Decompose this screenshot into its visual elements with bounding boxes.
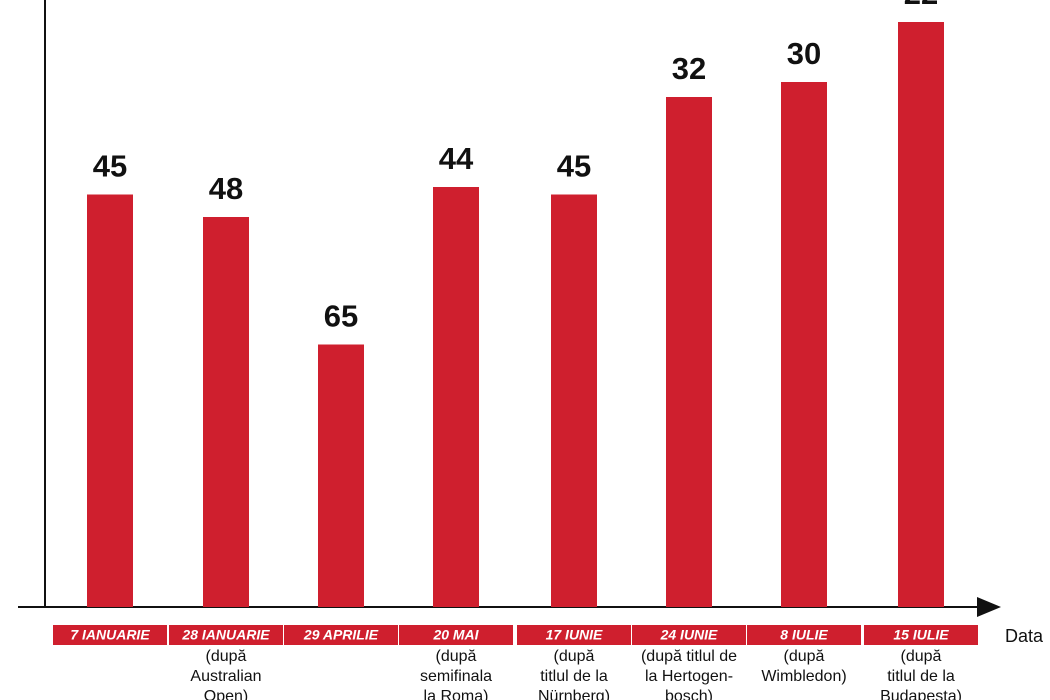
x-tick-label: 20 MAI [432, 627, 479, 643]
bar [203, 217, 249, 607]
category-note: Open) [204, 688, 248, 700]
category-note: semifinala [420, 668, 492, 685]
bar [318, 344, 364, 607]
x-tick-label: 8 IULIE [780, 627, 828, 643]
value-label: 48 [209, 171, 243, 206]
category-note: titlul de la [540, 668, 608, 685]
category-note: bosch) [665, 688, 713, 700]
category-note: (după [436, 648, 477, 665]
value-label: 22 [904, 0, 938, 11]
category-note: (după titlul de [641, 648, 737, 665]
x-tick-label: 28 IANUARIE [181, 627, 270, 643]
category-note: titlul de la [887, 668, 955, 685]
x-tick-label: 15 IULIE [893, 627, 949, 643]
value-label: 44 [439, 141, 474, 176]
x-tick-label: 29 APRILIE [303, 627, 379, 643]
category-box [747, 625, 861, 645]
x-axis-label: Data [1005, 626, 1044, 646]
category-box [284, 625, 398, 645]
x-tick-label: 7 IANUARIE [70, 627, 150, 643]
category-box [517, 625, 631, 645]
bar [666, 97, 712, 607]
category-note: Nürnberg) [538, 688, 610, 700]
value-label: 65 [324, 299, 358, 334]
category-box [169, 625, 283, 645]
category-note: (după [206, 648, 247, 665]
category-note: Australian [190, 668, 261, 685]
bar [781, 82, 827, 607]
category-box [632, 625, 746, 645]
x-tick-label: 24 IUNIE [660, 627, 718, 643]
category-note: (după [784, 648, 825, 665]
bar [551, 194, 597, 607]
category-note: Budapesta) [880, 688, 962, 700]
value-label: 30 [787, 36, 821, 71]
category-box [53, 625, 167, 645]
value-label: 45 [93, 149, 127, 184]
category-note: (după [554, 648, 595, 665]
x-tick-label: 17 IUNIE [546, 627, 603, 643]
category-note: (după [901, 648, 942, 665]
value-label: 45 [557, 149, 591, 184]
category-note: la Roma) [424, 688, 489, 700]
bar [87, 194, 133, 607]
bar [898, 22, 944, 607]
value-label: 32 [672, 51, 706, 86]
category-box [399, 625, 513, 645]
category-note: la Hertogen- [645, 668, 733, 685]
category-note: Wimbledon) [761, 668, 846, 685]
bar [433, 187, 479, 607]
category-box [864, 625, 978, 645]
